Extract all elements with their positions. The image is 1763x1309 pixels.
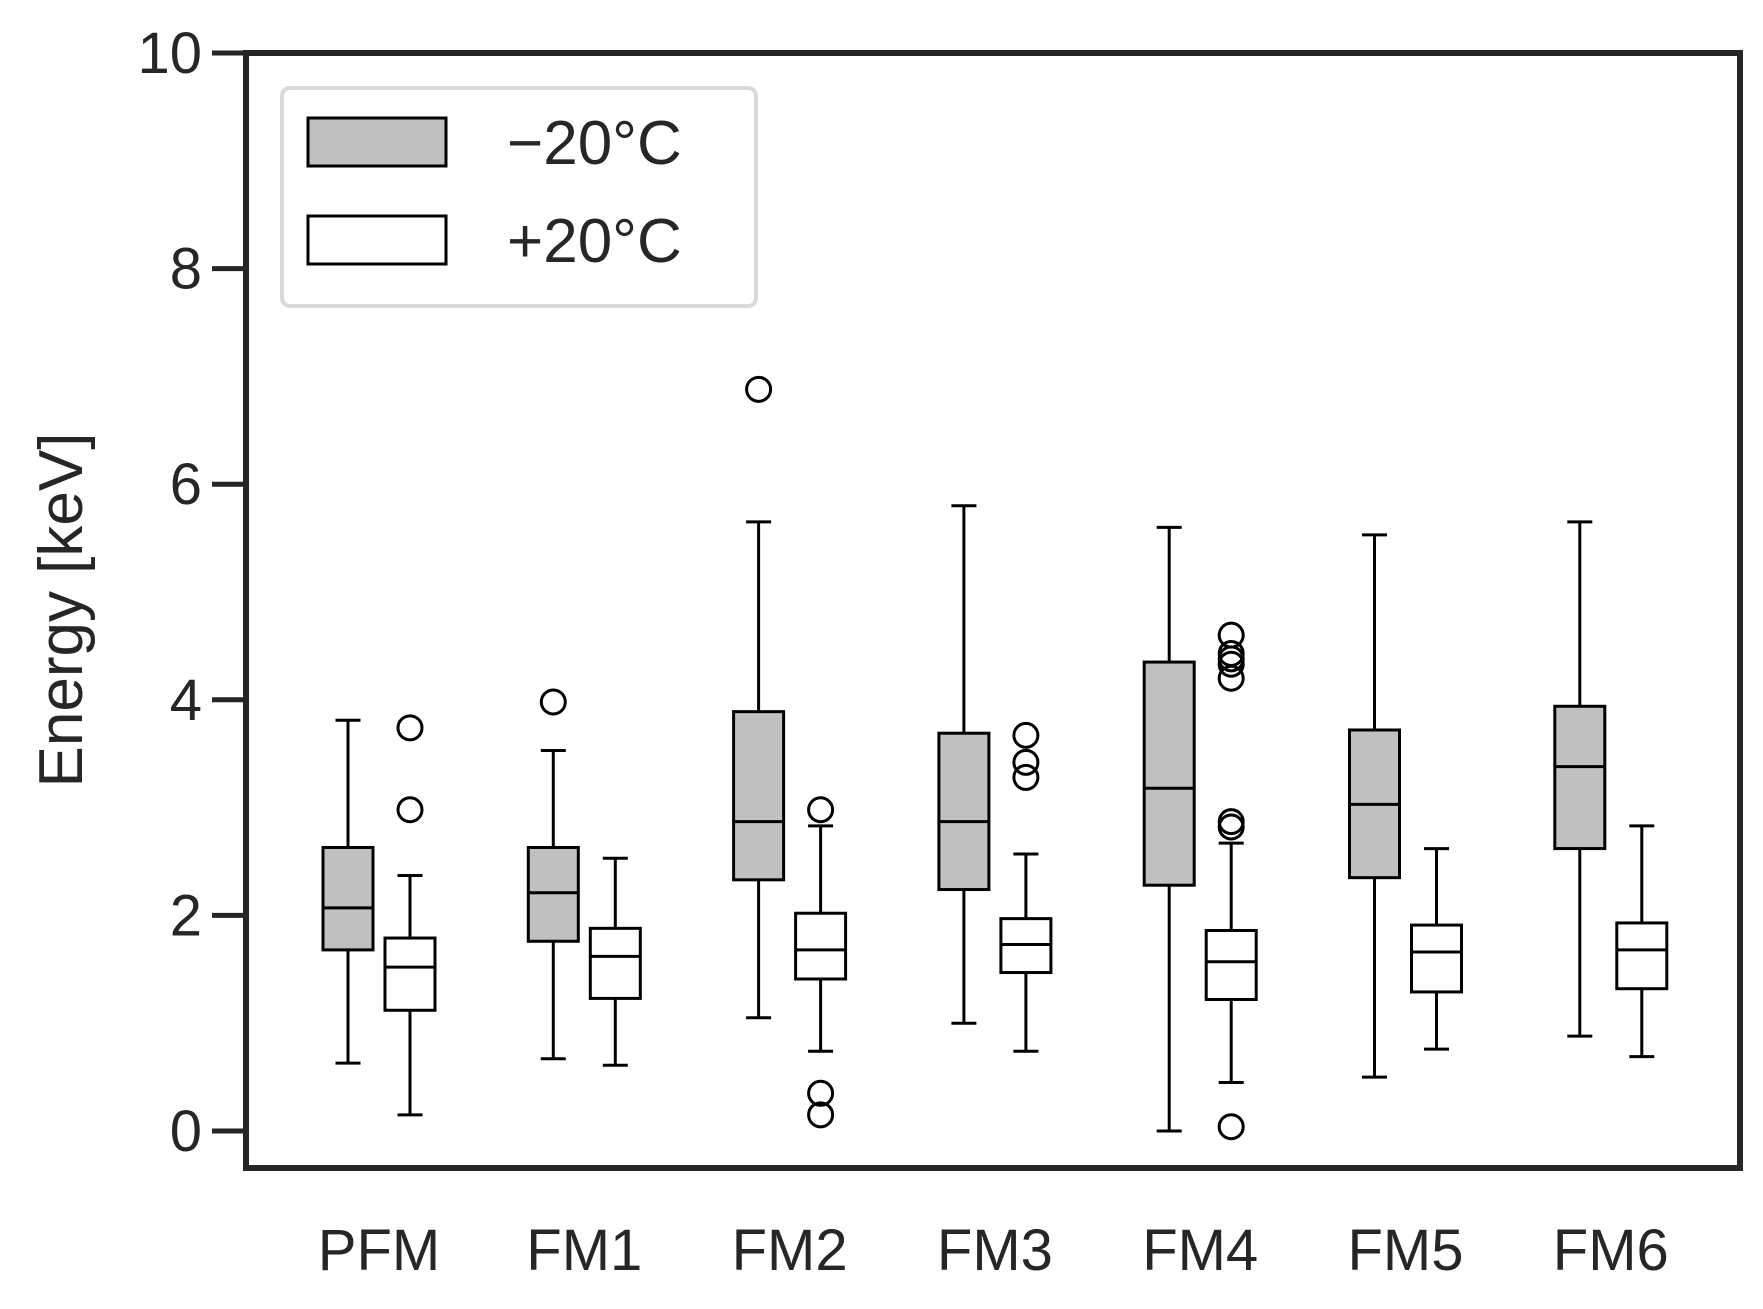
x-tick-label: FM1 [526,1218,642,1283]
box-body [526,845,580,943]
box-series [321,375,1669,1141]
box-body [321,845,375,952]
y-tick-label: 0 [170,1099,202,1164]
legend-label-minus20: −20°C [507,109,682,178]
box-fm6-plus20 [1615,824,1669,1059]
legend-swatch-minus20 [306,116,448,168]
legend-swatch-plus20 [306,214,448,266]
outlier-point [539,688,567,716]
outlier-point [807,1101,835,1129]
box-fm2-plus20 [794,796,848,1129]
box-fm3-minus20 [937,504,991,1025]
box-fm4-plus20 [1204,621,1258,1141]
y-tick-label: 2 [170,883,202,948]
outlier-point [807,1079,835,1107]
outlier-point [1012,721,1040,749]
box-pfm-plus20 [383,714,437,1117]
x-tick-label: FM2 [732,1218,848,1283]
y-tick-label: 4 [170,668,202,733]
box-body [383,936,437,1012]
x-tick-label: FM5 [1348,1218,1464,1283]
box-body [937,731,991,892]
y-tick-label: 6 [170,452,202,517]
box-fm3-plus20 [999,721,1053,1053]
y-tick-label: 8 [170,237,202,302]
box-fm2-minus20 [732,375,786,1020]
box-pfm-minus20 [321,718,375,1065]
x-tick-label: FM6 [1553,1218,1669,1283]
box-body [1410,923,1463,994]
box-body [1142,660,1196,887]
outlier-point [396,714,424,742]
box-body [794,911,848,981]
plot-frame [243,50,1743,1171]
y-axis-title: Energy [keV] [27,433,96,788]
x-tick-label: FM4 [1142,1218,1258,1283]
x-tick-label: PFM [318,1218,440,1283]
x-tick-label: FM3 [937,1218,1053,1283]
box-body [1204,928,1258,1001]
box-fm5-minus20 [1348,533,1401,1079]
box-fm1-plus20 [588,856,642,1067]
outlier-point [1217,639,1245,667]
outlier-point [1217,808,1245,836]
legend: −20°C +20°C [280,86,758,308]
outlier-point [1012,763,1040,791]
box-fm6-minus20 [1553,520,1607,1038]
box-body [732,710,786,882]
box-body [588,926,642,1000]
box-body [1553,704,1607,851]
box-body [1615,921,1669,991]
y-tick-label: 10 [137,21,202,86]
box-fm1-minus20 [526,688,580,1061]
outlier-point [1217,621,1245,649]
box-fm4-minus20 [1142,525,1196,1133]
outlier-point [1012,748,1040,776]
x-axis: PFM FM1 FM2 FM3 FM4 FM5 FM6 [318,1218,1669,1283]
outlier-point [396,796,424,824]
outlier-point [1217,1113,1245,1141]
outlier-point [745,375,773,403]
box-fm5-plus20 [1410,847,1463,1051]
y-axis: 0 2 4 6 8 10 [137,21,246,1164]
legend-label-plus20: +20°C [507,207,682,276]
outlier-point [807,796,835,824]
